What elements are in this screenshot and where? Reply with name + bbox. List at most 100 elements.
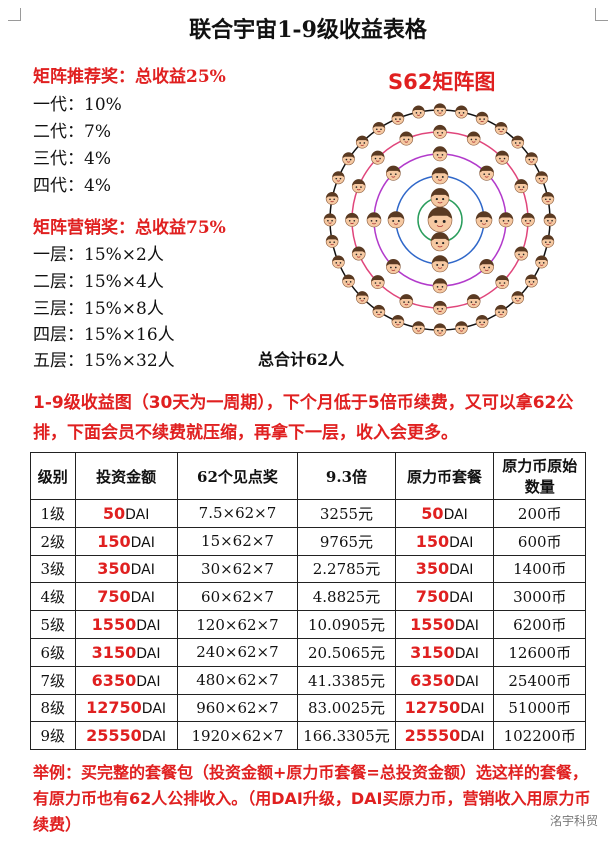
reward-formula: 30×62×7 <box>201 559 274 578</box>
member-face-icon <box>475 211 493 229</box>
level-text: 3级 <box>40 560 66 579</box>
header-reward: 62个见点奖 <box>176 452 299 500</box>
multiple-value: 3255元 <box>319 504 374 523</box>
member-face-icon <box>427 206 453 233</box>
cell-level: 1级 <box>30 499 76 528</box>
member-face-icon <box>433 323 447 337</box>
reward-formula: 15×62×7 <box>201 532 274 551</box>
cell-coins: 6200币 <box>493 610 586 639</box>
cell-multiple: 41.3385元 <box>297 665 396 695</box>
footer-text: 举例：买完整的套餐包（投资金额+原力币套餐=总投资金额）选这样的套餐，有原力币也… <box>33 763 591 834</box>
multiple-value: 10.0905元 <box>307 616 385 635</box>
reward-formula: 240×62×7 <box>196 643 279 662</box>
cell-coins: 12600币 <box>493 637 586 667</box>
member-face-icon <box>514 246 529 261</box>
member-face-icon <box>351 179 366 194</box>
cell-multiple: 2.2785元 <box>297 554 396 584</box>
member-face-icon <box>332 171 345 185</box>
corner-mark-right <box>595 8 608 21</box>
cell-package: 12750DAI <box>394 693 495 723</box>
invest-amount: 25550 <box>86 726 142 746</box>
cell-invest: 25550DAI <box>74 721 178 751</box>
member-face-icon <box>355 291 369 305</box>
multiple-value: 2.2785元 <box>312 560 381 579</box>
member-face-icon <box>479 258 494 274</box>
cell-multiple: 20.5065元 <box>297 637 396 667</box>
referral-item: 一代：10% <box>33 95 122 115</box>
matrix-diagram <box>323 103 557 337</box>
header-multiple: 9.3倍 <box>297 452 396 500</box>
member-face-icon <box>498 212 514 228</box>
member-face-icon <box>332 255 345 269</box>
dai-unit: DAI <box>449 562 474 579</box>
package-amount: 350 <box>415 559 450 579</box>
member-face-icon <box>431 255 449 273</box>
coin-count: 51000币 <box>508 699 572 718</box>
level-text: 2级 <box>40 532 66 551</box>
member-face-icon <box>514 179 529 194</box>
reward-formula: 7.5×62×7 <box>198 504 277 523</box>
table-row: 3级 350DAI 30×62×7 2.2785元 350DAI 1400币 <box>30 554 586 584</box>
cell-reward: 60×62×7 <box>176 582 299 612</box>
intro-text: 1-9级收益图（30天为一周期），下个月低于5倍币续费，又可以拿62公排，下面会… <box>33 393 574 443</box>
member-face-icon <box>466 131 481 146</box>
member-face-icon <box>525 274 538 288</box>
member-face-icon <box>541 191 555 205</box>
coin-count: 1400币 <box>513 560 567 579</box>
cell-invest: 6350DAI <box>74 665 178 695</box>
member-face-icon <box>399 131 414 146</box>
invest-amount: 150 <box>97 531 131 551</box>
marketing-item: 五层：15%×32人 <box>33 351 175 371</box>
member-face-icon <box>399 294 414 309</box>
table-row: 2级 150DAI 15×62×7 9765元 150DAI 600币 <box>30 526 586 556</box>
table-row: 7级 6350DAI 480×62×7 41.3385元 6350DAI 25400币 <box>30 665 586 695</box>
invest-amount: 1550 <box>91 615 137 635</box>
reward-formula: 1920×62×7 <box>191 726 284 745</box>
package-amount: 6350 <box>410 670 455 690</box>
member-face-icon <box>342 152 355 166</box>
table-row: 8级 12750DAI 960×62×7 83.0025元 12750DAI 51000币 <box>30 693 586 723</box>
cell-coins: 600币 <box>493 526 586 556</box>
cell-package: 6350DAI <box>394 665 495 695</box>
cell-package: 25550DAI <box>394 721 495 751</box>
cell-invest: 12750DAI <box>74 693 178 723</box>
member-face-icon <box>494 304 508 318</box>
cell-package: 1550DAI <box>394 610 495 639</box>
invest-amount: 12750 <box>86 698 142 718</box>
cell-level: 3级 <box>30 554 76 584</box>
watermark: 洺宇科贸 <box>549 814 598 828</box>
total-count: 总合计62人 <box>258 350 345 369</box>
member-face-icon <box>525 152 538 166</box>
cell-level: 9级 <box>30 721 76 751</box>
level-text: 4级 <box>40 588 66 607</box>
member-face-icon <box>433 124 447 139</box>
member-face-icon <box>431 167 449 185</box>
coin-count: 102200币 <box>503 727 576 746</box>
cell-reward: 240×62×7 <box>176 637 299 667</box>
member-face-icon <box>366 212 382 228</box>
member-face-icon <box>495 275 510 290</box>
invest-amount: 350 <box>97 559 131 579</box>
cell-multiple: 10.0905元 <box>297 610 396 639</box>
cell-level: 4级 <box>30 582 76 612</box>
member-face-icon <box>475 315 489 328</box>
referral-item: 二代：7% <box>33 122 111 142</box>
cell-reward: 120×62×7 <box>176 610 299 639</box>
dai-unit: DAI <box>141 701 167 718</box>
member-face-icon <box>535 255 548 269</box>
invest-amount: 750 <box>97 587 131 607</box>
marketing-item: 二层：15%×4人 <box>33 272 164 292</box>
level-text: 5级 <box>40 616 66 635</box>
cell-coins: 102200币 <box>493 721 586 751</box>
coin-count: 600币 <box>517 532 562 551</box>
reward-formula: 480×62×7 <box>196 671 279 690</box>
invest-amount: 50 <box>102 503 126 523</box>
member-face-icon <box>535 171 548 185</box>
cell-coins: 3000币 <box>493 582 586 612</box>
multiple-value: 9765元 <box>319 532 374 551</box>
member-face-icon <box>372 121 386 135</box>
member-face-icon <box>391 111 405 125</box>
dai-unit: DAI <box>136 645 161 662</box>
reward-formula: 120×62×7 <box>196 615 279 634</box>
header-invest: 投资金额 <box>74 452 178 500</box>
